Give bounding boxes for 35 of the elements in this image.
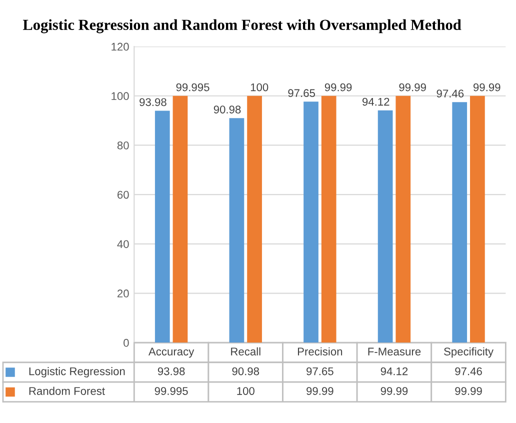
text: 90.98: [232, 367, 260, 376]
y-tick-label: 120: [112, 42, 129, 51]
data-label: 94.12: [362, 98, 390, 106]
x-tick-label: Specificity: [444, 347, 494, 358]
x-tick-label: Accuracy: [148, 348, 194, 358]
x-tick-label: Recall: [231, 347, 260, 356]
data-label: 93.98: [140, 98, 166, 106]
data-label: 99.99: [399, 83, 426, 92]
text: 99.99: [455, 387, 482, 395]
text: 99.99: [306, 387, 334, 395]
data-label: 97.46: [436, 90, 464, 98]
data-label: 97.65: [288, 89, 315, 98]
y-tick-label: 40: [117, 240, 129, 248]
x-tick-label: F-Measure: [368, 348, 421, 356]
data-label: 100: [250, 83, 268, 92]
text: 100: [237, 387, 254, 395]
text: 93.98: [158, 367, 185, 376]
data-label: 99.99: [474, 83, 500, 92]
chart-title: Logistic Regression and Random Forest with Oversampled Method: [22, 19, 462, 34]
data-label: 90.98: [214, 106, 241, 114]
text: 99.995: [154, 387, 188, 395]
text: 97.46: [455, 367, 482, 376]
y-tick-label: 100: [112, 92, 129, 100]
data-label: 99.99: [324, 83, 352, 92]
y-tick-label: 0: [124, 338, 129, 347]
y-tick-label: 60: [118, 190, 129, 199]
text: 94.12: [380, 367, 408, 376]
text: 97.65: [306, 367, 334, 376]
legend-label: Random Forest: [29, 386, 105, 395]
y-tick-label: 20: [118, 290, 129, 298]
legend-label: Logistic Regression: [29, 367, 125, 378]
text: 99.99: [380, 387, 408, 395]
data-label: 99.995: [176, 83, 210, 92]
x-tick-label: Precision: [298, 347, 342, 356]
y-tick-label: 80: [117, 141, 129, 150]
